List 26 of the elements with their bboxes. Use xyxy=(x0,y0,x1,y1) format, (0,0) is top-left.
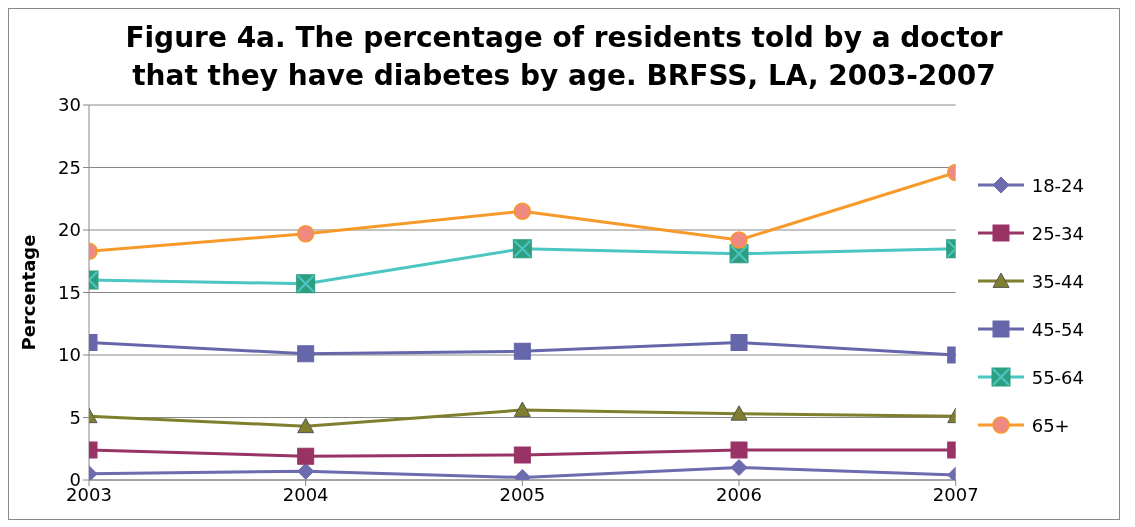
legend-label: 65+ xyxy=(1031,414,1070,436)
x-tick-label: 2005 xyxy=(499,483,546,505)
y-axis-title: Percentage xyxy=(18,234,40,351)
point xyxy=(297,345,315,363)
legend-label: 45-54 xyxy=(1031,318,1084,340)
x-tick-label: 2007 xyxy=(932,483,979,505)
legend-label: 18-24 xyxy=(1031,174,1084,196)
x-tick-label: 2006 xyxy=(716,483,762,505)
chart-title: Figure 4a. The percentage of residents told by a doctor that they have diabetes by age. BRFSS, LA, 2003-2007 xyxy=(124,20,1004,94)
point xyxy=(513,202,532,220)
y-tick-label: 10 xyxy=(58,344,81,366)
point xyxy=(513,401,531,417)
point xyxy=(296,225,315,243)
legend-label: 55-64 xyxy=(1031,366,1084,388)
x-tick-label: 2004 xyxy=(282,483,329,505)
point xyxy=(297,447,315,465)
y-tick-label: 25 xyxy=(58,156,81,178)
legend-label: 35-44 xyxy=(1031,270,1084,292)
y-tick-label: 15 xyxy=(58,281,81,303)
y-tick-label: 30 xyxy=(58,94,81,116)
point xyxy=(297,417,315,434)
legend-label: 25-34 xyxy=(1031,222,1084,244)
y-tick-label: 20 xyxy=(58,219,81,241)
y-tick-label: 5 xyxy=(69,406,81,428)
point xyxy=(513,446,531,464)
point xyxy=(513,342,531,360)
